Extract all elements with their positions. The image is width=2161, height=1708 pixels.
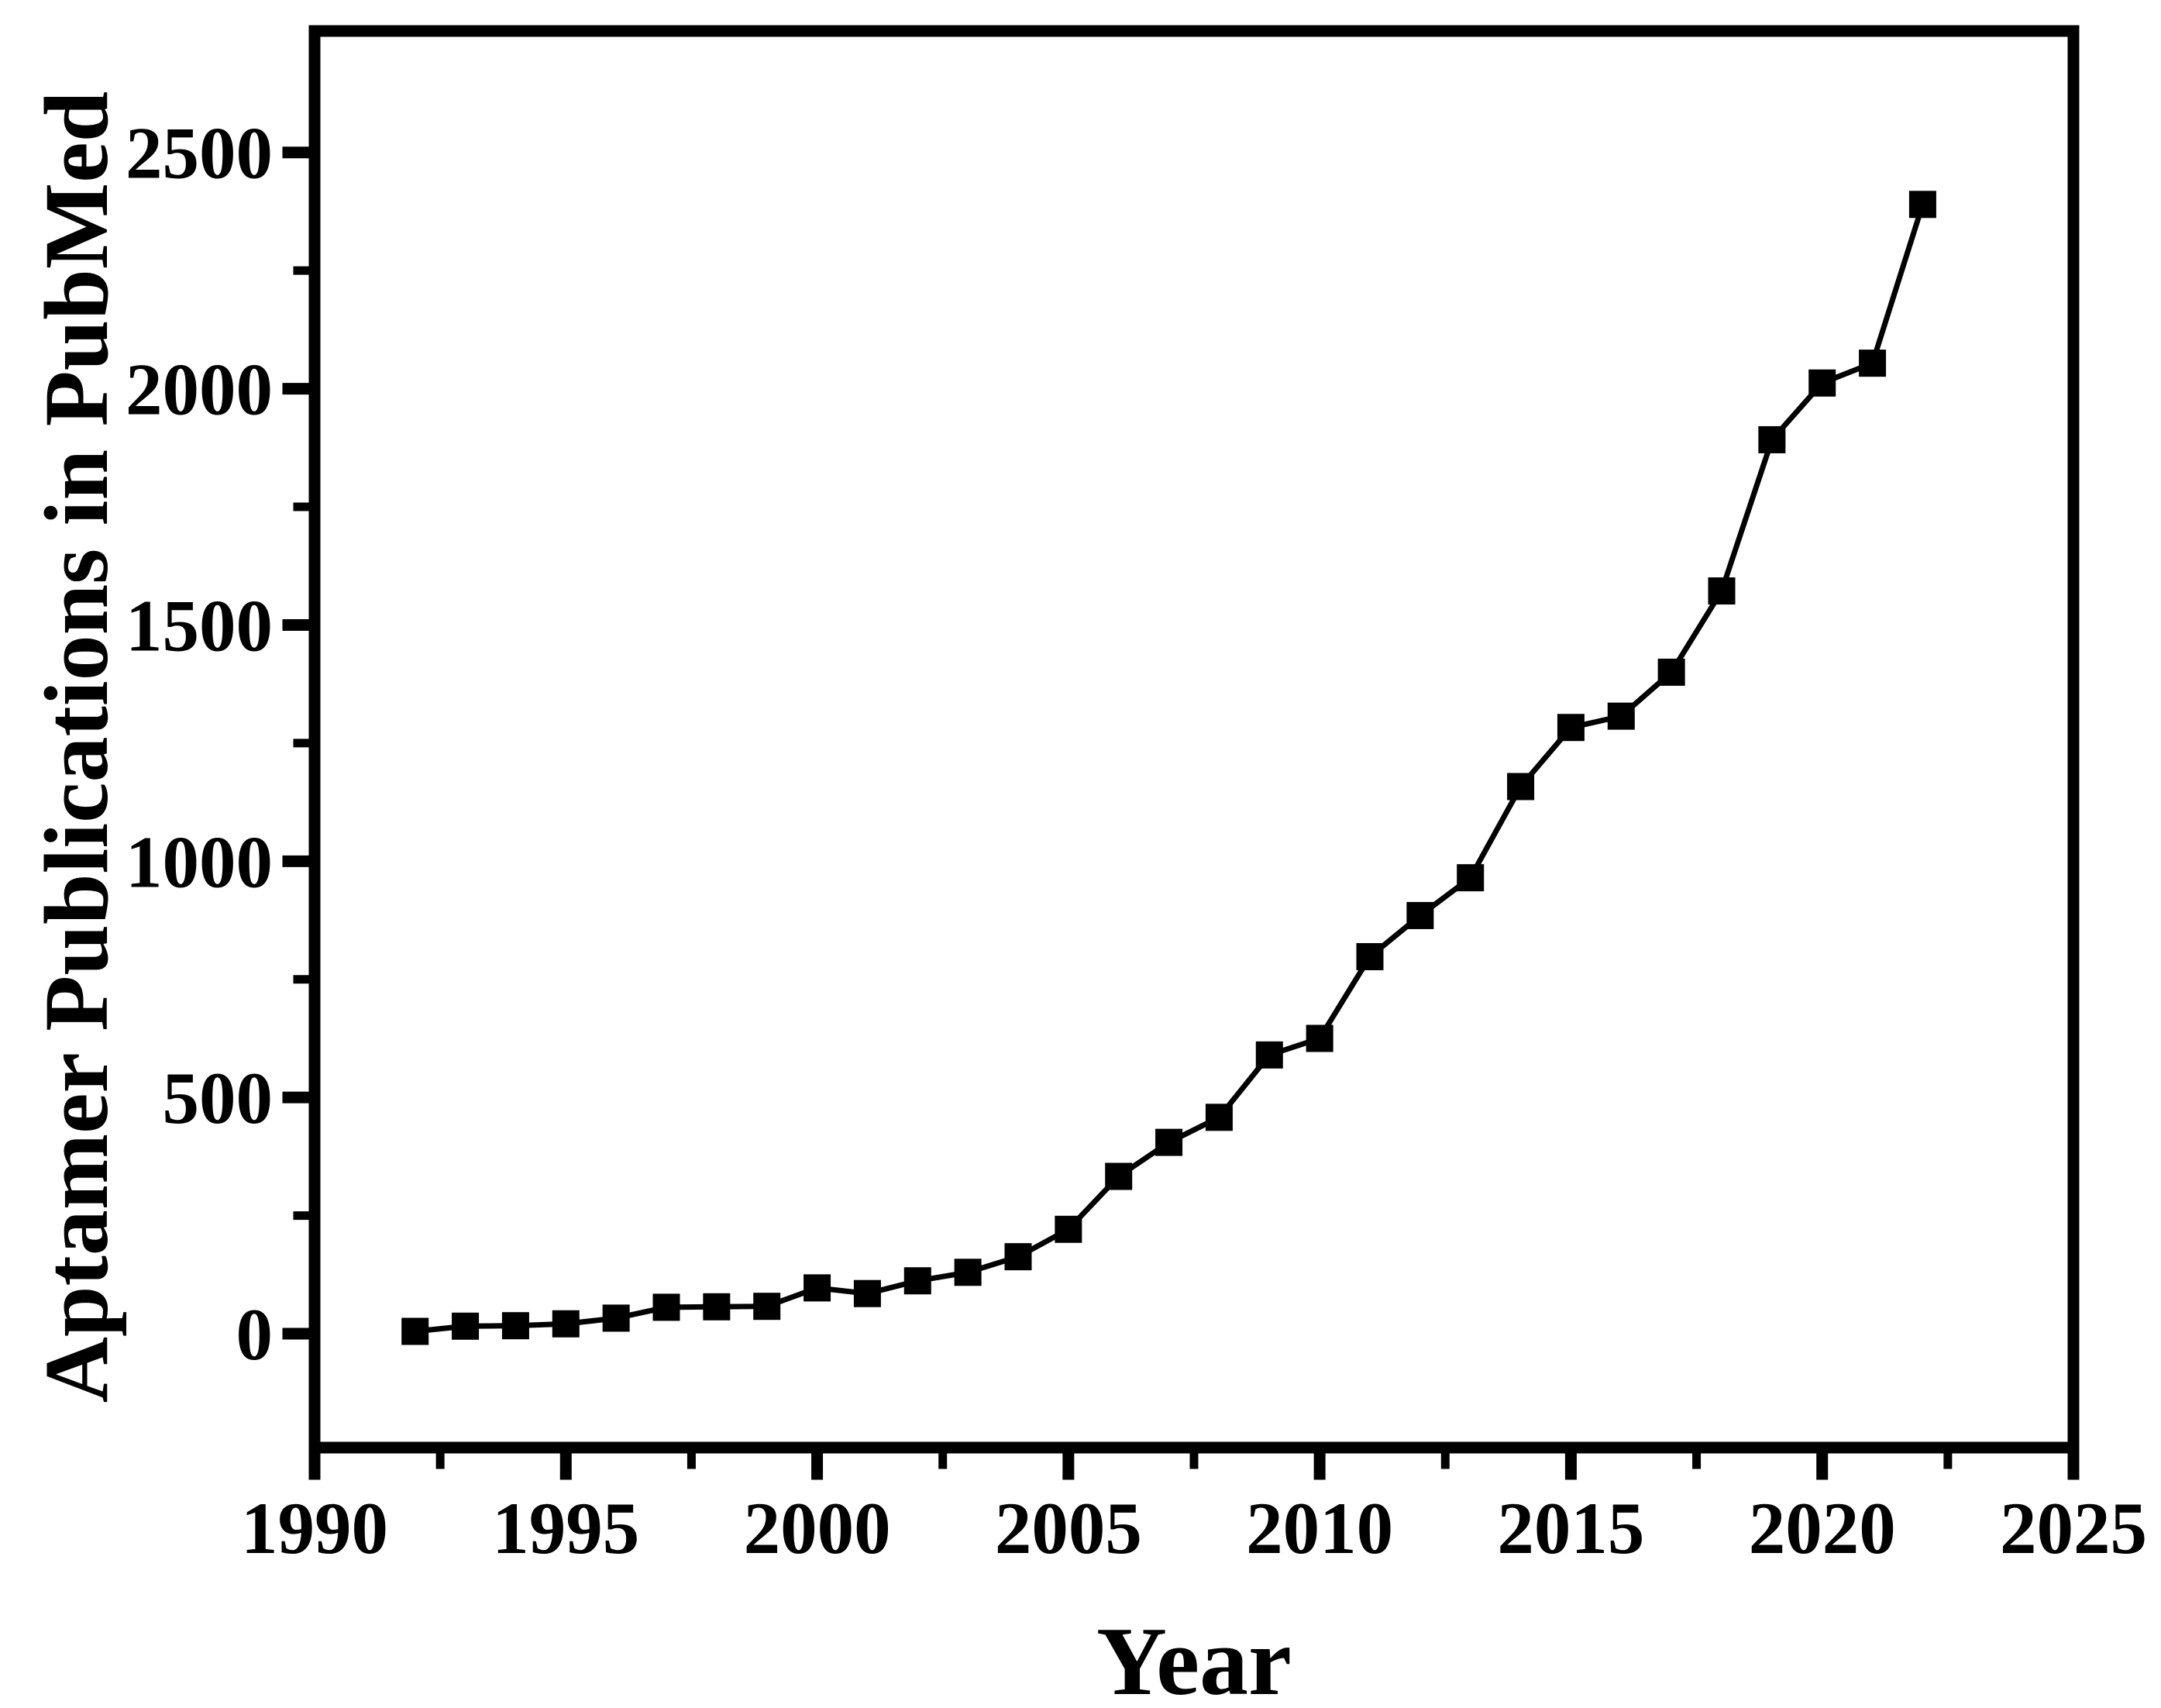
data-point-2016 (1607, 702, 1635, 730)
plot-border (308, 25, 2080, 1454)
x-axis-title: Year (1096, 1608, 1292, 1708)
y-axis-title: Aptamer Publications in PubMed (26, 91, 127, 1403)
data-point-2001 (853, 1279, 881, 1307)
data-point-1993 (452, 1312, 480, 1340)
data-point-1992 (401, 1317, 429, 1345)
data-point-2011 (1356, 942, 1384, 970)
data-point-2018 (1708, 577, 1736, 605)
data-point-2007 (1155, 1128, 1183, 1156)
data-point-2012 (1406, 901, 1434, 929)
data-point-2003 (954, 1259, 982, 1286)
data-point-2017 (1657, 658, 1685, 686)
data-point-2009 (1255, 1041, 1283, 1069)
data-point-2014 (1507, 773, 1535, 801)
data-point-1995 (552, 1310, 580, 1338)
data-point-2004 (1004, 1243, 1032, 1271)
axis-tick-labels: 1990 1995 2000 2005 2010 2015 2020 2025 0 500 1000… (126, 112, 2147, 1569)
y-tick-label: 2000 (126, 349, 273, 431)
data-point-2006 (1105, 1162, 1133, 1190)
x-tick-label: 1990 (241, 1487, 388, 1569)
y-tick-label: 0 (236, 1293, 274, 1376)
x-tick-label: 2020 (1749, 1487, 1896, 1569)
data-point-2005 (1055, 1215, 1082, 1243)
data-point-2010 (1306, 1024, 1333, 1052)
x-tick-label: 2015 (1497, 1487, 1644, 1569)
data-point-2015 (1557, 714, 1585, 742)
x-tick-label: 2005 (995, 1487, 1142, 1569)
axis-ticks (282, 146, 2080, 1480)
data-point-2021 (1859, 350, 1887, 377)
data-point-2002 (903, 1267, 931, 1295)
x-tick-label: 2000 (744, 1487, 891, 1569)
x-tick-label: 1995 (492, 1487, 639, 1569)
data-point-2022 (1908, 191, 1936, 219)
y-tick-label: 1500 (126, 584, 273, 666)
x-tick-label: 2025 (2000, 1487, 2147, 1569)
data-point-2019 (1758, 425, 1786, 453)
plot-frame (308, 25, 2080, 1454)
data-point-2000 (803, 1274, 831, 1302)
y-tick-label: 500 (163, 1057, 274, 1139)
data-point-1994 (501, 1312, 529, 1340)
series-line (415, 203, 1925, 1334)
data-point-2008 (1205, 1104, 1233, 1131)
data-point-1999 (753, 1293, 781, 1321)
data-point-1998 (703, 1293, 731, 1321)
y-tick-label: 1000 (126, 821, 273, 903)
data-point-2020 (1808, 369, 1836, 397)
data-point-1997 (652, 1293, 680, 1321)
data-point-1996 (602, 1304, 630, 1332)
data-point-2013 (1457, 864, 1485, 892)
y-tick-label: 2500 (126, 112, 273, 195)
data-series (401, 191, 1936, 1345)
x-tick-label: 2010 (1246, 1487, 1393, 1569)
